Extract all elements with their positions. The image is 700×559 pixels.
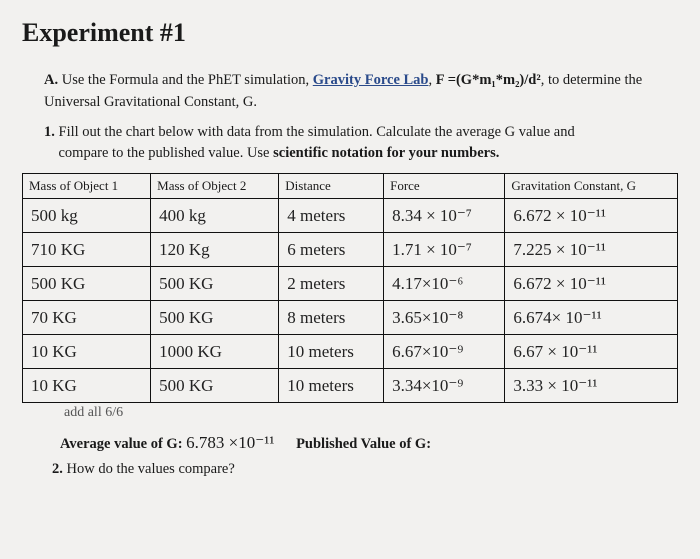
table-header-row: Mass of Object 1 Mass of Object 2 Distan…	[23, 174, 678, 199]
table-row: 70 KG500 KG8 meters3.65×10⁻⁸6.674× 10⁻¹¹	[23, 301, 678, 335]
table-cell: 4 meters	[279, 199, 384, 233]
table-cell: 6.672 × 10⁻¹¹	[505, 199, 678, 233]
table-cell: 400 kg	[151, 199, 279, 233]
question-2: 2. How do the values compare?	[52, 461, 678, 478]
table-cell: 6.67×10⁻⁹	[384, 335, 505, 369]
table-cell: 2 meters	[279, 267, 384, 301]
table-cell: 500 kg	[23, 199, 151, 233]
table-cell: 3.33 × 10⁻¹¹	[505, 369, 678, 403]
table-cell: 4.17×10⁻⁶	[384, 267, 505, 301]
sub1-line1: Fill out the chart below with data from …	[59, 124, 575, 140]
table-row: 710 KG120 Kg6 meters1.71 × 10⁻⁷7.225 × 1…	[23, 233, 678, 267]
table-row: 500 kg400 kg4 meters8.34 × 10⁻⁷6.672 × 1…	[23, 199, 678, 233]
col-force: Force	[384, 174, 505, 199]
footer-values: Average value of G: 6.783 ×10⁻¹¹ Publish…	[60, 427, 678, 459]
sub1-lead: 1.	[44, 124, 55, 140]
phet-link[interactable]: Gravity Force Lab	[313, 72, 429, 88]
section-a-post: ,	[429, 72, 436, 88]
sub-item-1: 1. Fill out the chart below with data fr…	[44, 122, 678, 166]
sub1-line2a: compare to the published value. Use	[59, 145, 274, 161]
table-cell: 710 KG	[23, 233, 151, 267]
table-cell: 500 KG	[151, 369, 279, 403]
section-a-pre: Use the Formula and the PhET simulation,	[62, 72, 313, 88]
table-cell: 8 meters	[279, 301, 384, 335]
formula-text: F =(G*m₁*m₂)/d²	[436, 72, 541, 88]
table-cell: 6 meters	[279, 233, 384, 267]
table-row: 500 KG500 KG2 meters4.17×10⁻⁶6.672 × 10⁻…	[23, 267, 678, 301]
table-cell: 3.65×10⁻⁸	[384, 301, 505, 335]
table-cell: 8.34 × 10⁻⁷	[384, 199, 505, 233]
col-mass2: Mass of Object 2	[151, 174, 279, 199]
table-row: 10 KG1000 KG10 meters6.67×10⁻⁹6.67 × 10⁻…	[23, 335, 678, 369]
table-cell: 3.34×10⁻⁹	[384, 369, 505, 403]
table-cell: 7.225 × 10⁻¹¹	[505, 233, 678, 267]
data-table: Mass of Object 1 Mass of Object 2 Distan…	[22, 173, 678, 403]
table-row: 10 KG500 KG10 meters3.34×10⁻⁹3.33 × 10⁻¹…	[23, 369, 678, 403]
avg-g-label: Average value of G:	[60, 436, 183, 452]
q2-lead: 2.	[52, 461, 63, 477]
table-cell: 10 KG	[23, 335, 151, 369]
table-cell: 500 KG	[23, 267, 151, 301]
table-cell: 1000 KG	[151, 335, 279, 369]
page-title: Experiment #1	[22, 18, 678, 48]
pub-g-label: Published Value of G:	[296, 436, 431, 452]
table-cell: 500 KG	[151, 301, 279, 335]
table-cell: 10 meters	[279, 369, 384, 403]
col-mass1: Mass of Object 1	[23, 174, 151, 199]
table-cell: 500 KG	[151, 267, 279, 301]
section-a: A. Use the Formula and the PhET simulati…	[44, 70, 678, 114]
table-cell: 6.674× 10⁻¹¹	[505, 301, 678, 335]
table-cell: 6.672 × 10⁻¹¹	[505, 267, 678, 301]
table-cell: 6.67 × 10⁻¹¹	[505, 335, 678, 369]
table-cell: 10 KG	[23, 369, 151, 403]
col-distance: Distance	[279, 174, 384, 199]
handwritten-note: add all 6/6	[64, 405, 678, 421]
col-g: Gravitation Constant, G	[505, 174, 678, 199]
table-cell: 120 Kg	[151, 233, 279, 267]
table-cell: 70 KG	[23, 301, 151, 335]
section-a-lead: A.	[44, 72, 58, 88]
avg-g-value: 6.783 ×10⁻¹¹	[186, 433, 274, 452]
table-body: 500 kg400 kg4 meters8.34 × 10⁻⁷6.672 × 1…	[23, 199, 678, 403]
table-cell: 10 meters	[279, 335, 384, 369]
sub1-bold: scientific notation for your numbers.	[273, 145, 499, 161]
q2-text: How do the values compare?	[67, 461, 235, 477]
table-cell: 1.71 × 10⁻⁷	[384, 233, 505, 267]
